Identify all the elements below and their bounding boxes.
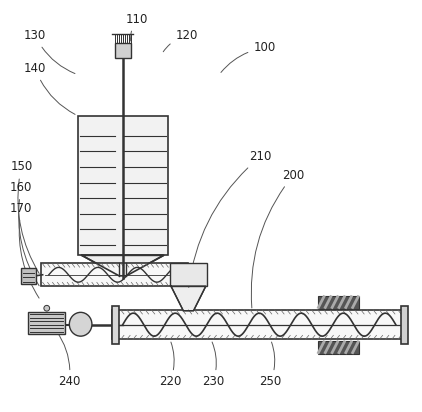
Text: 130: 130	[24, 29, 75, 74]
Bar	[78, 116, 168, 255]
Text: 150: 150	[10, 161, 39, 274]
Bar	[41, 264, 188, 286]
Text: 160: 160	[10, 181, 39, 286]
Bar	[318, 341, 359, 354]
Text: 210: 210	[189, 150, 271, 288]
Polygon shape	[171, 286, 206, 311]
Circle shape	[44, 305, 50, 311]
Bar	[28, 311, 65, 334]
Text: 170: 170	[10, 201, 39, 298]
Text: 100: 100	[221, 42, 276, 73]
Text: 110: 110	[126, 13, 148, 41]
Text: 240: 240	[57, 331, 81, 388]
Bar	[112, 310, 402, 339]
Bar	[21, 267, 36, 284]
Ellipse shape	[69, 312, 92, 336]
Bar	[112, 306, 119, 344]
Text: 120: 120	[163, 29, 197, 52]
Bar	[401, 306, 408, 344]
Text: 250: 250	[260, 342, 281, 388]
Bar	[114, 42, 131, 58]
Text: 200: 200	[251, 169, 304, 308]
Polygon shape	[82, 255, 164, 276]
Text: 230: 230	[202, 342, 224, 388]
Bar	[170, 264, 207, 286]
Bar	[318, 295, 359, 309]
Text: 140: 140	[24, 62, 75, 115]
Text: 220: 220	[159, 342, 181, 388]
